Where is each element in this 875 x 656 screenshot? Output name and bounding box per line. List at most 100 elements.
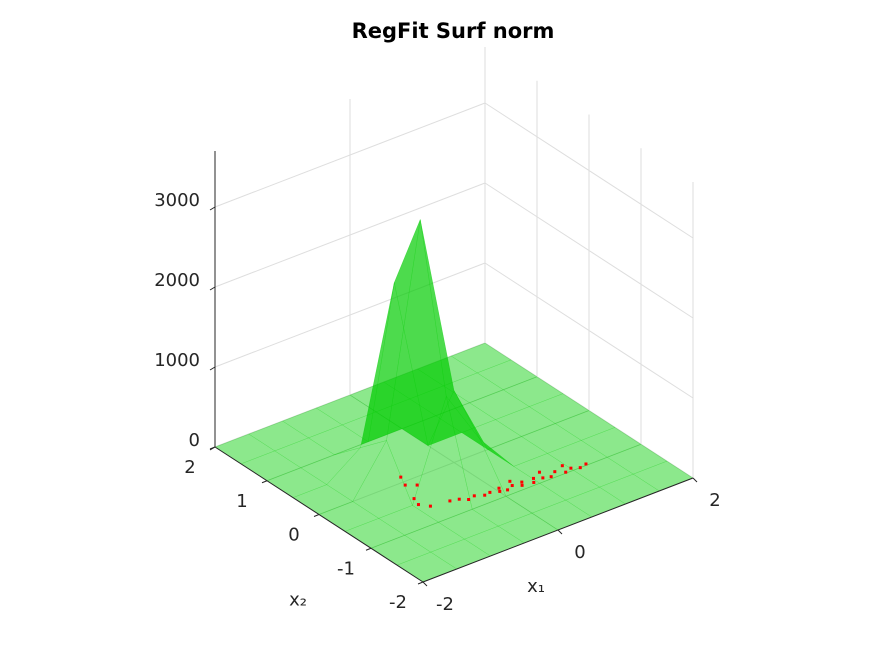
surface-face <box>315 394 377 426</box>
surface-face <box>412 395 473 523</box>
surface-face <box>248 420 310 452</box>
z-tick-label: 3000 <box>154 190 200 211</box>
surface-face <box>416 355 478 387</box>
surface-face <box>446 396 507 510</box>
scatter-point <box>498 489 502 493</box>
surface-face <box>554 410 616 441</box>
surface-face <box>442 372 504 404</box>
z-tick <box>209 446 216 451</box>
scatter-point <box>541 476 545 480</box>
x-tick <box>422 581 428 587</box>
surface-face <box>420 219 481 440</box>
z-tick <box>209 286 216 291</box>
surface-face <box>409 385 471 417</box>
scatter-point <box>578 466 582 470</box>
grid-line <box>214 102 486 208</box>
y-tick-label: 0 <box>288 525 299 546</box>
surface-face <box>367 282 429 447</box>
surface-face <box>450 342 512 374</box>
surface-face <box>453 390 514 467</box>
y-tick <box>365 547 372 551</box>
scatter-point <box>488 490 492 494</box>
scatter-point <box>399 475 403 479</box>
scatter-point <box>415 483 419 487</box>
scatter-point <box>483 493 487 497</box>
surface-face <box>546 440 608 471</box>
surface-face <box>513 453 575 484</box>
z-tick <box>209 366 216 371</box>
surface-face <box>349 381 411 413</box>
scatter-point <box>532 480 536 484</box>
scatter-point <box>428 504 432 508</box>
y-tick-label: -2 <box>389 592 407 613</box>
surface-face <box>468 389 530 420</box>
scatter-point <box>506 488 510 492</box>
grid-line <box>214 182 486 288</box>
surface-face <box>375 398 437 430</box>
surface-face <box>274 437 336 469</box>
x-tick-label: 0 <box>574 542 585 563</box>
surface-face <box>505 482 567 514</box>
y-tick <box>417 581 424 585</box>
z-tick <box>209 206 216 211</box>
surface-face <box>435 402 497 433</box>
surface-face <box>502 376 564 407</box>
surface-face <box>437 508 499 540</box>
scatter-point <box>549 475 553 479</box>
surface-face <box>427 389 488 450</box>
surface-face <box>572 456 634 488</box>
surface-face <box>606 443 668 475</box>
scatter-point <box>467 498 471 501</box>
scatter-point <box>508 479 512 483</box>
z-tick-label: 1000 <box>154 350 200 371</box>
x-tick <box>692 477 698 483</box>
surface-face <box>378 505 440 536</box>
surface-face <box>393 218 455 447</box>
scatter-point <box>510 484 514 488</box>
grid-line <box>266 376 538 482</box>
surface-face <box>352 439 413 519</box>
grid-line <box>214 262 486 368</box>
scatter-point <box>564 470 568 474</box>
y-axis-label: x₂ <box>289 590 307 611</box>
surface-face <box>528 393 590 424</box>
surface-face <box>334 282 395 455</box>
y-tick <box>313 514 320 517</box>
surface-face <box>307 424 369 456</box>
surface-face <box>494 406 556 437</box>
surface-face <box>471 495 533 527</box>
scatter-point <box>403 483 407 487</box>
surface-face <box>487 436 549 467</box>
y-tick <box>261 480 268 484</box>
z-tick-label: 2000 <box>154 270 200 291</box>
y-tick-label: 1 <box>236 491 247 512</box>
scatter-point <box>472 494 476 498</box>
surface-face <box>479 439 541 497</box>
surface-face <box>383 368 445 400</box>
x-tick-label: -2 <box>436 594 454 615</box>
y-tick-label: -1 <box>337 558 355 579</box>
scatter-point <box>520 480 524 484</box>
surface-face <box>341 411 403 443</box>
chart-title: RegFit Surf norm <box>352 19 555 43</box>
scatter-point <box>448 499 452 503</box>
surface-face <box>461 419 523 450</box>
x-axis-label: x₁ <box>527 576 545 597</box>
surface-face <box>404 521 466 553</box>
y-tick-label: 2 <box>184 457 195 478</box>
scatter-point <box>569 466 573 470</box>
scatter-point <box>416 503 420 507</box>
grid-line <box>484 182 694 319</box>
grid-line <box>214 342 486 448</box>
z-tick-label: 0 <box>189 430 200 451</box>
grid-line <box>370 443 642 549</box>
scatter-point <box>412 497 416 501</box>
x-tick <box>557 529 563 535</box>
grid-line <box>318 410 590 515</box>
scatter-point <box>457 497 461 501</box>
surface-face <box>520 423 582 454</box>
surface-face <box>326 440 388 502</box>
scatter-point <box>532 476 536 480</box>
scatter-point <box>560 464 564 468</box>
